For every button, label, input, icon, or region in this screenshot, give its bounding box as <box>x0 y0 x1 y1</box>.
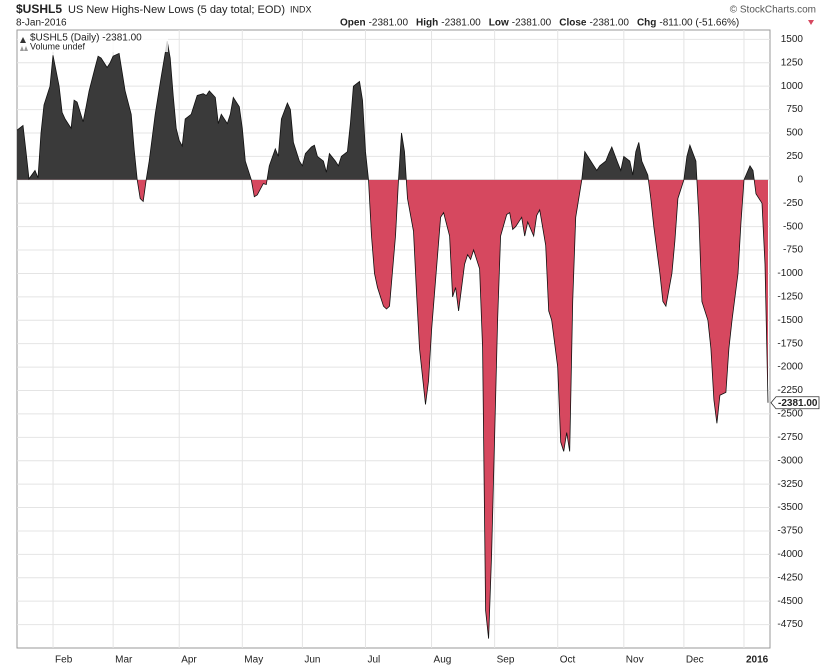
date: 8-Jan-2016 <box>16 18 67 29</box>
legend-icon <box>20 37 26 43</box>
quote-value: -2381.00 <box>589 18 629 29</box>
y-tick-label: -3000 <box>777 455 803 466</box>
credit: © StockCharts.com <box>730 5 816 16</box>
y-tick-label: -2750 <box>777 432 803 443</box>
x-tick-label: Nov <box>626 655 644 666</box>
legend-bg <box>18 32 168 52</box>
y-tick-label: -1000 <box>777 268 803 279</box>
y-tick-label: -3500 <box>777 502 803 513</box>
y-tick-label: 1250 <box>781 57 804 68</box>
quote-label: Close <box>559 18 587 29</box>
quote-label: High <box>416 18 438 29</box>
last-value-label: -2381.00 <box>778 398 818 409</box>
quote-value: -2381.00 <box>441 18 481 29</box>
quote-label: Chg <box>637 18 656 29</box>
y-tick-label: -1250 <box>777 292 803 303</box>
y-tick-label: -3750 <box>777 526 803 537</box>
positive-area <box>17 41 768 180</box>
y-tick-label: 750 <box>786 104 803 115</box>
x-tick-label: Feb <box>55 655 73 666</box>
x-tick-label: Jun <box>304 655 320 666</box>
y-tick-label: -250 <box>783 198 803 209</box>
y-tick-label: -2250 <box>777 385 803 396</box>
y-tick-label: 500 <box>786 128 803 139</box>
y-tick-label: -4250 <box>777 572 803 583</box>
y-tick-label: -2500 <box>777 409 803 420</box>
y-tick-label: 1000 <box>781 81 804 92</box>
x-tick-label: Dec <box>686 655 704 666</box>
x-tick-label: 2016 <box>746 655 769 666</box>
x-tick-label: Aug <box>434 655 452 666</box>
down-arrow <box>808 20 814 25</box>
volume-icon <box>20 46 28 51</box>
legend: $USHL5 (Daily) -2381.00 <box>30 33 142 44</box>
symbol: $USHL5 <box>16 2 62 16</box>
y-tick-label: -3250 <box>777 479 803 490</box>
y-tick-label: -750 <box>783 245 803 256</box>
quote-label: Open <box>340 18 366 29</box>
y-tick-label: -1500 <box>777 315 803 326</box>
x-tick-label: Jul <box>367 655 380 666</box>
grid <box>17 30 770 648</box>
y-tick-label: -2000 <box>777 362 803 373</box>
y-tick-label: 1500 <box>781 34 804 45</box>
x-tick-label: May <box>244 655 263 666</box>
x-tick-label: Sep <box>497 655 515 666</box>
exchange: INDX <box>290 4 312 14</box>
line <box>16 41 769 639</box>
quote-value: -2381.00 <box>369 18 409 29</box>
y-tick-label: -1750 <box>777 338 803 349</box>
x-tick-label: Mar <box>115 655 133 666</box>
x-tick-label: Oct <box>560 655 576 666</box>
quotes: Open -2381.00 High -2381.00 Low -2381.00 Close… <box>340 18 739 29</box>
y-tick-label: 0 <box>797 174 803 185</box>
y-tick-label: 250 <box>786 151 803 162</box>
quote-value: -811.00 (-51.66%) <box>659 18 739 29</box>
volume: Volume undef <box>30 41 86 51</box>
marks <box>16 41 769 639</box>
negative-area <box>137 179 768 639</box>
y-tick-label: -4500 <box>777 596 803 607</box>
series-name: US New Highs-New Lows (5 day total; EOD) <box>68 4 285 16</box>
quote-label: Low <box>489 18 509 29</box>
last-value-box <box>770 396 820 410</box>
y-tick-label: -4750 <box>777 619 803 630</box>
x-tick-label: Apr <box>181 655 197 666</box>
y-tick-label: -4000 <box>777 549 803 560</box>
y-tick-label: -500 <box>783 221 803 232</box>
plot-frame <box>16 29 771 649</box>
quote-value: -2381.00 <box>512 18 552 29</box>
